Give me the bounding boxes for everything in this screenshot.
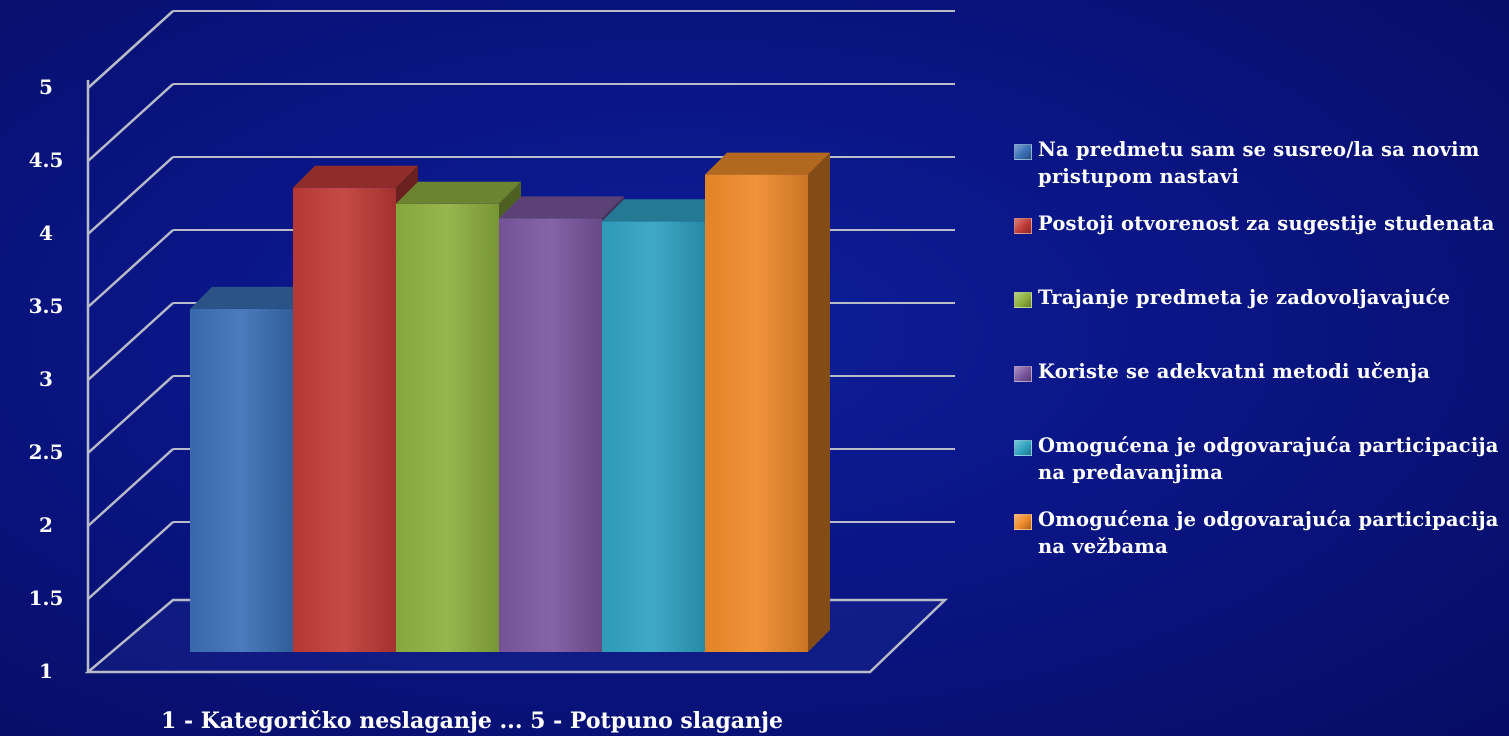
- bars: [190, 152, 830, 653]
- bar-side: [808, 152, 830, 652]
- bar-front: [293, 187, 396, 652]
- gridline-diagonal: [87, 229, 174, 308]
- bar-front: [396, 203, 499, 652]
- bar-top: [499, 196, 624, 219]
- legend-label: Trajanje predmeta je zadovoljavajuće: [1038, 286, 1451, 309]
- bar-top: [705, 152, 830, 175]
- gridline-diagonal: [87, 156, 174, 235]
- legend-item: Na predmetu sam se susreo/la sa novim pr…: [1012, 136, 1507, 210]
- bar-front: [602, 221, 705, 653]
- gridline-diagonal: [87, 375, 174, 454]
- y-tick-label: 2.5: [29, 440, 64, 464]
- legend-swatch: [1014, 218, 1032, 234]
- bar-top: [293, 165, 418, 188]
- bar-front: [705, 174, 808, 652]
- y-tick-label: 3.5: [29, 294, 64, 318]
- gridline-diagonal: [87, 302, 174, 381]
- y-tick-label: 4: [39, 221, 53, 245]
- legend-swatch: [1014, 514, 1032, 530]
- y-tick-label: 5: [39, 75, 53, 99]
- legend-swatch: [1014, 366, 1032, 382]
- legend-label: Omogućena je odgovarajuća participacija …: [1038, 434, 1499, 484]
- legend-label: Omogućena je odgovarajuća participacija …: [1038, 508, 1499, 558]
- gridline-diagonal: [87, 448, 174, 527]
- y-tick-label: 3: [39, 367, 53, 391]
- legend-label: Na predmetu sam se susreo/la sa novim pr…: [1038, 138, 1480, 188]
- bar-top: [190, 286, 315, 309]
- bar-top: [396, 181, 521, 204]
- bar-5: [602, 199, 727, 653]
- y-tick-label: 4.5: [29, 148, 64, 172]
- x-axis-label: 1 - Kategoričko neslaganje ... 5 - Potpu…: [161, 708, 783, 734]
- legend-item: Postoji otvorenost za sugestije studenat…: [1012, 210, 1507, 284]
- bar-front: [499, 218, 602, 652]
- bar-front: [190, 308, 293, 652]
- bar-6: [705, 152, 830, 652]
- y-tick-label: 1: [39, 659, 53, 683]
- chart-legend: Na predmetu sam se susreo/la sa novim pr…: [1012, 136, 1507, 580]
- legend-item: Omogućena je odgovarajuća participacija …: [1012, 506, 1507, 580]
- legend-swatch: [1014, 292, 1032, 308]
- gridline-diagonal: [87, 521, 174, 600]
- legend-item: Omogućena je odgovarajuća participacija …: [1012, 432, 1507, 506]
- y-axis-ticks: 1 1.5 2 2.5 3 3.5 4 4.5 5: [29, 75, 64, 683]
- bar-top: [602, 199, 727, 222]
- y-tick-label: 2: [39, 513, 53, 537]
- gridline-diagonal: [87, 10, 174, 89]
- legend-item: Koriste se adekvatni metodi učenja: [1012, 358, 1507, 432]
- legend-swatch: [1014, 144, 1032, 160]
- legend-label: Postoji otvorenost za sugestije studenat…: [1038, 212, 1495, 235]
- gridline-diagonal: [87, 83, 174, 162]
- y-tick-label: 1.5: [29, 586, 64, 610]
- legend-item: Trajanje predmeta je zadovoljavajuće: [1012, 284, 1507, 358]
- legend-label: Koriste se adekvatni metodi učenja: [1038, 360, 1431, 383]
- legend-swatch: [1014, 440, 1032, 456]
